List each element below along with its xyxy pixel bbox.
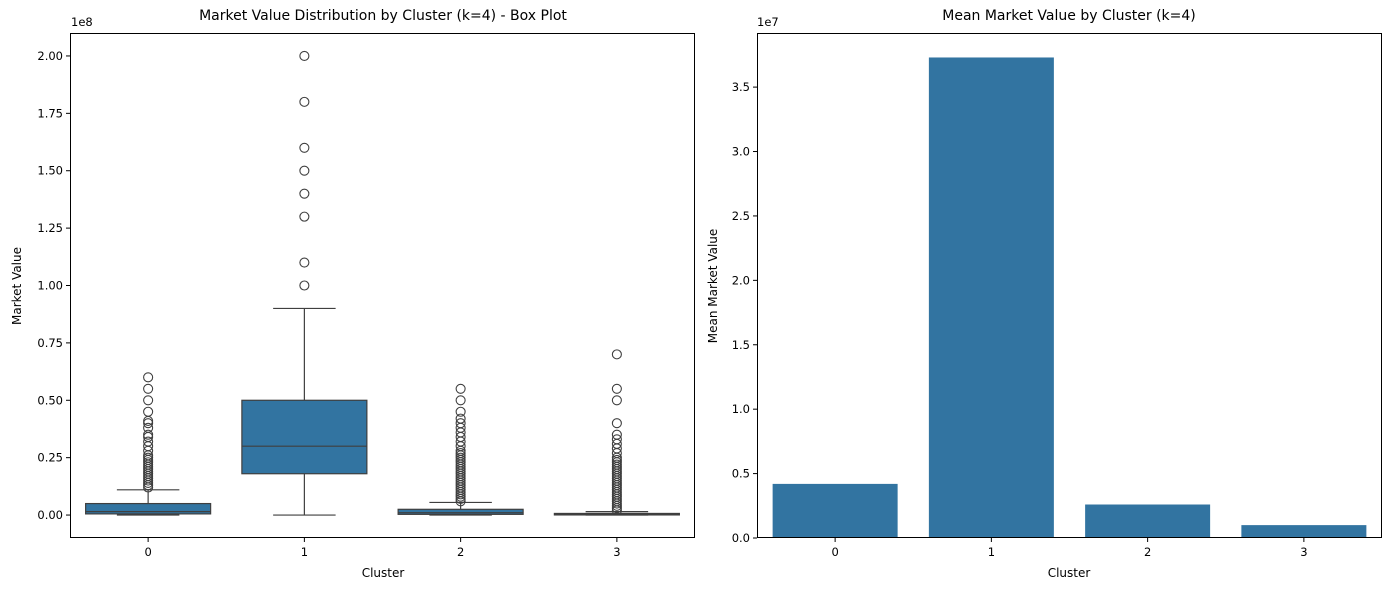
y-ticks: 0.0 0.5 1.0 1.5 2.0 2.5 3.0 3.5 xyxy=(732,80,757,545)
outlier-point xyxy=(143,395,154,406)
box-cluster-1 xyxy=(241,50,368,516)
x-tick-label: 2 xyxy=(1144,545,1151,559)
y-tick-label: 1.25 xyxy=(37,221,63,235)
outlier-point xyxy=(455,413,466,424)
outlier-point xyxy=(299,257,310,268)
bar-marks xyxy=(772,57,1367,538)
outlier-point xyxy=(299,280,310,291)
outlier-point xyxy=(611,434,622,445)
x-tick-label: 3 xyxy=(613,545,620,559)
x-tick-label: 1 xyxy=(301,545,308,559)
bar-cluster-1 xyxy=(928,57,1054,538)
box-marks xyxy=(85,50,680,516)
y-tick-label: 2.00 xyxy=(37,49,63,63)
outlier-point xyxy=(299,96,310,107)
outlier-point xyxy=(143,415,154,426)
x-ticks: 0 1 2 3 xyxy=(144,538,621,559)
outlier-point xyxy=(143,406,154,417)
x-axis-label: Cluster xyxy=(362,566,405,580)
outlier-point xyxy=(455,452,466,463)
box-cluster-0 xyxy=(85,372,212,516)
x-axis-label: Cluster xyxy=(1048,566,1091,580)
outlier-point xyxy=(455,418,466,429)
outlier-point xyxy=(455,395,466,406)
outlier-point xyxy=(143,383,154,394)
y-tick-label: 3.0 xyxy=(732,145,750,159)
outlier-point xyxy=(299,165,310,176)
y-tick-label: 0.75 xyxy=(37,336,63,350)
y-tick-label: 0.25 xyxy=(37,451,63,465)
outlier-point xyxy=(299,50,310,62)
bar-chart: Mean Market Value by Cluster (k=4) 1e7 M… xyxy=(706,8,1382,580)
y-tick-label: 3.5 xyxy=(732,80,750,94)
y-tick-label: 1.0 xyxy=(732,402,750,416)
box-cluster-3 xyxy=(553,349,680,516)
outlier-point xyxy=(611,395,622,406)
y-ticks: 0.00 0.25 0.50 0.75 1.00 1.25 1.50 1.75 2.00 xyxy=(37,49,70,522)
x-tick-label: 3 xyxy=(1300,545,1307,559)
y-axis-label: Mean Market Value xyxy=(706,229,720,344)
x-tick-label: 1 xyxy=(988,545,995,559)
y-tick-label: 0.0 xyxy=(732,531,750,545)
outlier-point xyxy=(611,349,622,360)
outlier-point xyxy=(143,429,154,440)
outlier-point xyxy=(611,454,622,466)
outlier-point xyxy=(143,422,154,433)
iqr-box xyxy=(397,508,524,515)
y-tick-label: 2.0 xyxy=(732,273,750,287)
y-tick-label: 0.50 xyxy=(37,393,63,407)
iqr-box xyxy=(241,399,368,475)
outlier-point xyxy=(611,383,622,394)
chart-title: Mean Market Value by Cluster (k=4) xyxy=(942,8,1196,24)
y-tick-label: 1.50 xyxy=(37,164,63,178)
outlier-point xyxy=(299,142,310,153)
outlier-point xyxy=(299,211,310,222)
bar-cluster-2 xyxy=(1085,504,1211,538)
y-tick-label: 1.75 xyxy=(37,106,63,120)
chart-title: Market Value Distribution by Cluster (k=… xyxy=(199,8,567,24)
outlier-point xyxy=(299,188,310,199)
x-ticks: 0 1 2 3 xyxy=(831,538,1308,559)
box-cluster-2 xyxy=(397,383,524,516)
y-tick-label: 1.00 xyxy=(37,279,63,293)
box-plot-chart: Market Value Distribution by Cluster (k=… xyxy=(10,8,695,580)
x-tick-label: 0 xyxy=(831,545,838,559)
y-tick-label: 2.5 xyxy=(732,209,750,223)
y-tick-label: 0.00 xyxy=(37,508,63,522)
outlier-point xyxy=(143,436,154,447)
x-tick-label: 0 xyxy=(144,545,151,559)
iqr-box xyxy=(85,502,212,515)
y-tick-label: 1.5 xyxy=(732,338,750,352)
outlier-point xyxy=(455,448,466,459)
y-tick-label: 0.5 xyxy=(732,467,750,481)
outlier-point xyxy=(143,372,154,383)
outlier-point xyxy=(455,406,466,417)
bar-cluster-0 xyxy=(772,483,898,538)
outlier-point xyxy=(143,457,154,468)
outlier-point xyxy=(143,418,154,429)
y-scale-label: 1e7 xyxy=(757,15,779,29)
outlier-point xyxy=(611,429,622,440)
outlier-point xyxy=(611,459,622,470)
plot-frame xyxy=(70,33,695,538)
plot-frame xyxy=(757,33,1382,538)
y-scale-label: 1e8 xyxy=(71,15,93,29)
x-tick-label: 2 xyxy=(457,545,464,559)
bar-cluster-3 xyxy=(1241,525,1367,538)
outlier-point xyxy=(143,452,154,463)
outlier-point xyxy=(611,418,622,429)
y-axis-label: Market Value xyxy=(10,247,24,325)
outlier-point xyxy=(455,383,466,394)
